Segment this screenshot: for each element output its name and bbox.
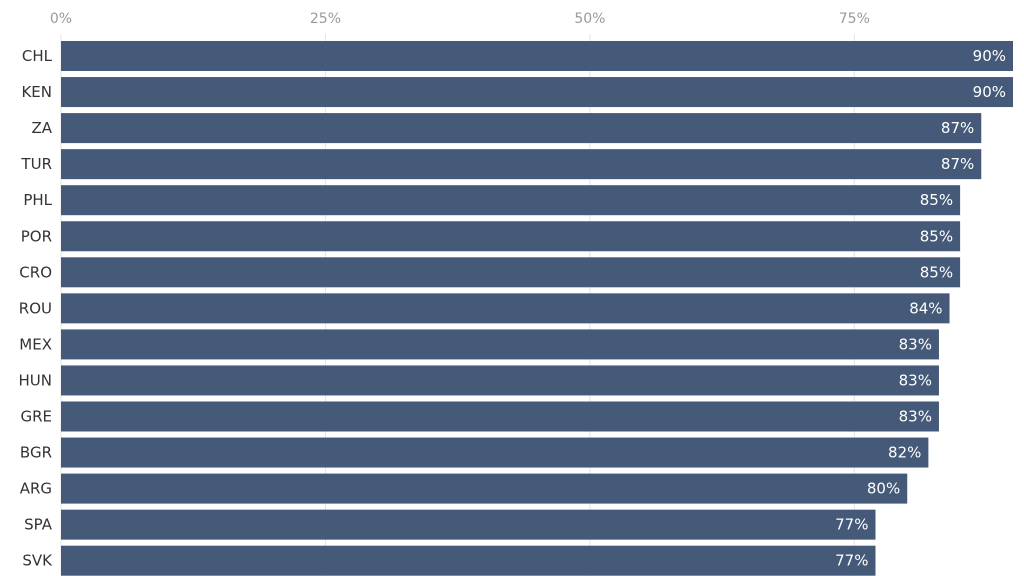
bar-cro: [61, 257, 961, 288]
category-label-tur: TUR: [20, 155, 52, 173]
category-label-svk: SVK: [22, 552, 53, 570]
value-label-rou: 84%: [909, 299, 942, 317]
value-label-arg: 80%: [867, 480, 900, 498]
x-tick-label: 25%: [310, 11, 341, 27]
x-tick-label: 50%: [574, 11, 605, 27]
bar-arg: [61, 473, 908, 504]
value-label-mex: 83%: [899, 335, 932, 353]
category-label-za: ZA: [31, 119, 52, 137]
category-labels: CHL KEN ZA TUR PHL POR CRO ROU MEX HUN GRE BGR ARG SP…: [19, 47, 54, 570]
value-label-por: 85%: [920, 227, 953, 245]
category-label-por: POR: [21, 227, 52, 245]
bar-por: [61, 221, 961, 252]
value-label-ken: 90%: [973, 83, 1006, 101]
category-label-arg: ARG: [20, 480, 52, 498]
category-label-gre: GRE: [20, 408, 52, 426]
bar-za: [61, 113, 982, 144]
category-label-bgr: BGR: [20, 444, 52, 462]
value-label-cro: 85%: [920, 263, 953, 281]
category-label-cro: CRO: [19, 263, 52, 281]
value-labels: 90% 90% 87% 87% 85% 85% 85% 84% 83% 83% 83% 82% 80% 7…: [835, 47, 1006, 570]
value-label-bgr: 82%: [888, 444, 921, 462]
value-label-phl: 85%: [920, 191, 953, 209]
bar-phl: [61, 185, 961, 216]
bar-mex: [61, 329, 939, 360]
value-label-spa: 77%: [835, 516, 868, 534]
bar-svk: [61, 545, 876, 576]
category-label-rou: ROU: [19, 299, 52, 317]
category-label-mex: MEX: [19, 335, 52, 353]
value-label-tur: 87%: [941, 155, 974, 173]
x-tick-label: 75%: [839, 11, 870, 27]
value-label-chl: 90%: [973, 47, 1006, 65]
category-label-ken: KEN: [21, 83, 52, 101]
bar-bgr: [61, 437, 929, 468]
value-label-svk: 77%: [835, 552, 868, 570]
bar-gre: [61, 401, 939, 432]
value-label-za: 87%: [941, 119, 974, 137]
category-label-phl: PHL: [23, 191, 52, 209]
bar-chl: [61, 41, 1013, 71]
x-tick-label: 0%: [50, 11, 72, 27]
category-label-spa: SPA: [24, 516, 53, 534]
bar-hun: [61, 365, 939, 396]
bar-rou: [61, 293, 950, 324]
bar-tur: [61, 149, 982, 180]
bars: [61, 41, 1013, 576]
bar-ken: [61, 77, 1013, 108]
x-axis-ticks: 0% 25% 50% 75%: [50, 11, 870, 27]
category-label-chl: CHL: [22, 47, 53, 65]
bar-spa: [61, 509, 876, 540]
value-label-gre: 83%: [899, 408, 932, 426]
value-label-hun: 83%: [899, 371, 932, 389]
category-label-hun: HUN: [19, 371, 52, 389]
